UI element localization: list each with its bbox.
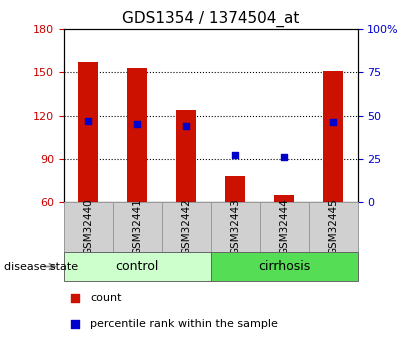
- Bar: [79, 62, 98, 202]
- Bar: [211, 252, 358, 281]
- Bar: [225, 176, 245, 202]
- Text: GSM32445: GSM32445: [328, 198, 338, 255]
- Point: [85, 118, 92, 124]
- Text: GSM32440: GSM32440: [83, 198, 93, 255]
- Text: GSM32444: GSM32444: [279, 198, 289, 255]
- Bar: [162, 202, 211, 252]
- Bar: [211, 202, 260, 252]
- Title: GDS1354 / 1374504_at: GDS1354 / 1374504_at: [122, 10, 299, 27]
- Bar: [127, 68, 147, 202]
- Bar: [64, 202, 113, 252]
- Point: [72, 296, 79, 301]
- Point: [134, 121, 141, 127]
- Bar: [64, 252, 210, 281]
- Point: [183, 123, 189, 129]
- Text: disease state: disease state: [4, 262, 78, 272]
- Point: [232, 152, 238, 158]
- Text: GSM32443: GSM32443: [230, 198, 240, 255]
- Bar: [176, 110, 196, 202]
- Text: GSM32442: GSM32442: [181, 198, 191, 255]
- Point: [330, 120, 336, 125]
- Point: [72, 322, 79, 327]
- Text: control: control: [115, 260, 159, 273]
- Bar: [274, 195, 294, 202]
- Bar: [113, 202, 162, 252]
- Text: cirrhosis: cirrhosis: [258, 260, 310, 273]
- Point: [281, 154, 287, 160]
- Bar: [260, 202, 309, 252]
- Text: count: count: [90, 293, 122, 303]
- Text: GSM32441: GSM32441: [132, 198, 142, 255]
- Bar: [309, 202, 358, 252]
- Bar: [323, 71, 343, 202]
- Text: percentile rank within the sample: percentile rank within the sample: [90, 319, 278, 329]
